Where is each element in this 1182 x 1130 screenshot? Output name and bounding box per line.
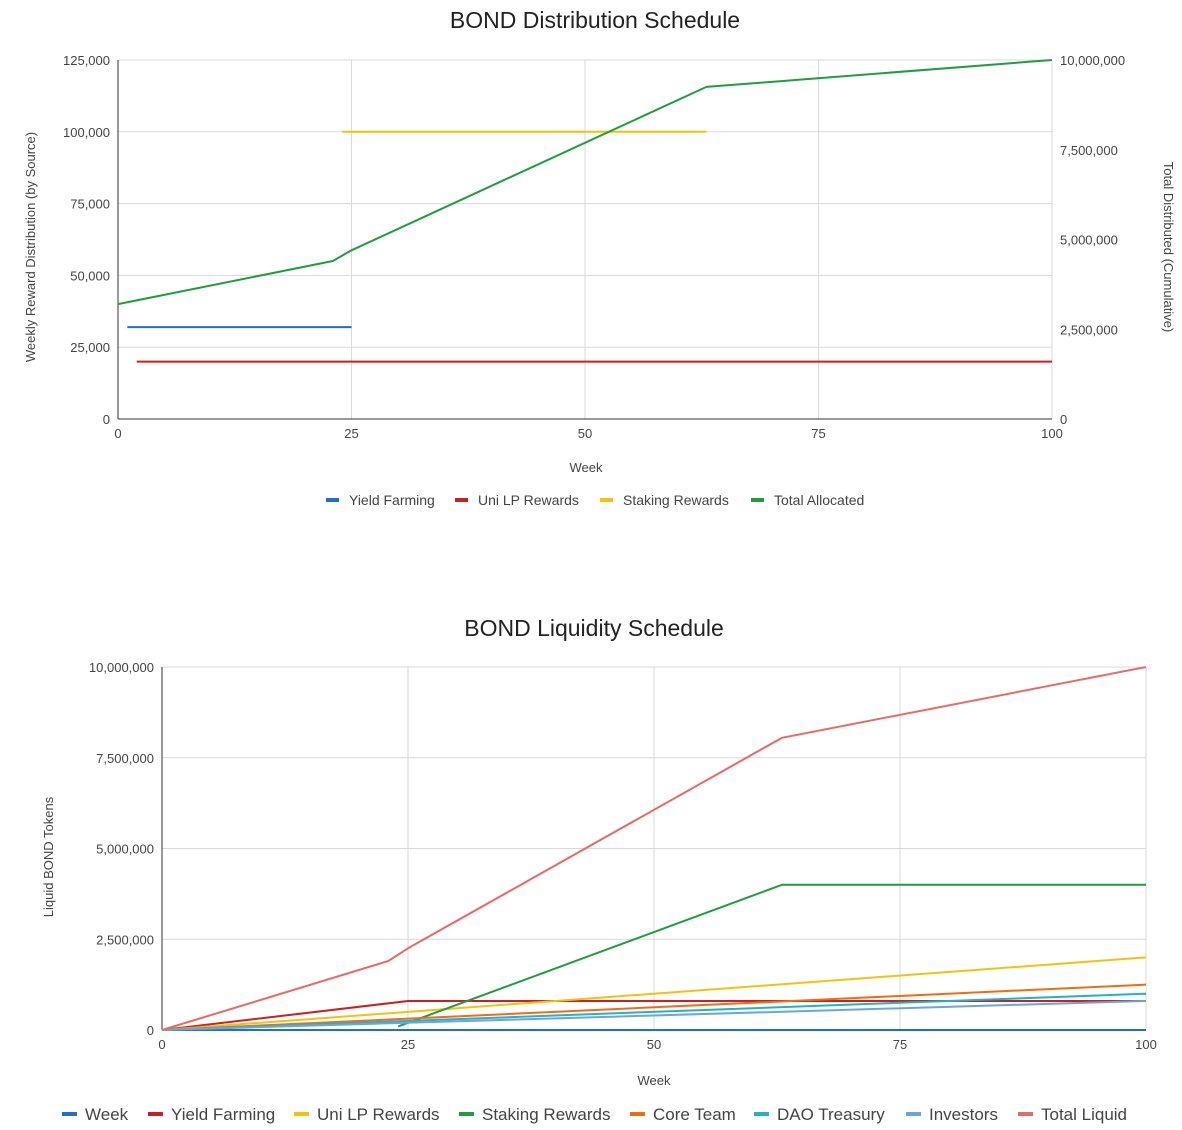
y-axis-title: Weekly Reward Distribution (by Source) bbox=[23, 132, 38, 362]
legend-label: Total Allocated bbox=[774, 492, 864, 508]
chart-title: BOND Liquidity Schedule bbox=[464, 615, 724, 641]
legend-label: Investors bbox=[929, 1105, 998, 1124]
legend-swatch bbox=[1018, 1112, 1033, 1116]
x-tick-label: 75 bbox=[893, 1037, 907, 1052]
y-tick-label: 125,000 bbox=[63, 53, 110, 68]
legend-label: Uni LP Rewards bbox=[478, 492, 579, 508]
legend-swatch bbox=[754, 1112, 769, 1116]
legend-swatch bbox=[906, 1112, 921, 1116]
x-tick-label: 75 bbox=[811, 426, 825, 441]
chart-title: BOND Distribution Schedule bbox=[450, 7, 740, 33]
legend-label: Staking Rewards bbox=[482, 1105, 611, 1124]
y-tick-label: 5,000,000 bbox=[96, 842, 154, 857]
y-tick-label: 0 bbox=[147, 1023, 154, 1038]
y-right-tick-label: 7,500,000 bbox=[1060, 143, 1118, 158]
x-tick-label: 25 bbox=[401, 1037, 415, 1052]
x-tick-label: 100 bbox=[1041, 426, 1063, 441]
legend-swatch bbox=[751, 498, 764, 502]
legend-swatch bbox=[62, 1112, 77, 1116]
legend-swatch bbox=[459, 1112, 474, 1116]
legend-label: Yield Farming bbox=[349, 492, 435, 508]
y-axis-title: Liquid BOND Tokens bbox=[41, 796, 56, 917]
x-axis-title: Week bbox=[570, 460, 603, 475]
x-tick-label: 25 bbox=[344, 426, 358, 441]
legend-swatch bbox=[455, 498, 468, 502]
legend-label: Uni LP Rewards bbox=[317, 1105, 440, 1124]
y-tick-label: 50,000 bbox=[70, 268, 110, 283]
y-right-tick-label: 2,500,000 bbox=[1060, 322, 1118, 337]
y-right-tick-label: 10,000,000 bbox=[1060, 53, 1125, 68]
y-right-tick-label: 5,000,000 bbox=[1060, 233, 1118, 248]
legend-label: Week bbox=[85, 1105, 129, 1124]
y-tick-label: 25,000 bbox=[70, 340, 110, 355]
x-tick-label: 0 bbox=[114, 426, 121, 441]
x-tick-label: 50 bbox=[578, 426, 592, 441]
legend-swatch bbox=[294, 1112, 309, 1116]
series-line-yield-farming bbox=[161, 1000, 1146, 1031]
legend-swatch bbox=[630, 1112, 645, 1116]
y-right-axis-title: Total Distributed (Cumulative) bbox=[1161, 162, 1176, 333]
y-tick-label: 100,000 bbox=[63, 125, 110, 140]
legend-label: Staking Rewards bbox=[623, 492, 729, 508]
liquidity-chart: BOND Liquidity Schedule 0 25 50 75 100 0 2,500,… bbox=[41, 615, 1157, 1124]
y-right-tick-label: 0 bbox=[1060, 412, 1067, 427]
y-tick-label: 75,000 bbox=[70, 197, 110, 212]
series-line-investors bbox=[161, 1000, 1147, 1031]
series-line-total-allocated bbox=[117, 59, 1053, 306]
legend-label: Yield Farming bbox=[171, 1105, 275, 1124]
legend-label: DAO Treasury bbox=[777, 1105, 885, 1124]
series-line-core-team bbox=[161, 983, 1147, 1031]
series-line-dao-treasury bbox=[161, 992, 1147, 1031]
legend-swatch bbox=[326, 498, 339, 502]
legend-swatch bbox=[600, 498, 613, 502]
y-tick-label: 10,000,000 bbox=[89, 660, 154, 675]
y-tick-label: 0 bbox=[103, 412, 110, 427]
legend-swatch bbox=[148, 1112, 163, 1116]
x-tick-label: 50 bbox=[647, 1037, 661, 1052]
legend-label: Total Liquid bbox=[1041, 1105, 1127, 1124]
x-tick-label: 0 bbox=[158, 1037, 165, 1052]
x-axis-title: Week bbox=[638, 1073, 671, 1088]
series-line-uni-lp-rewards bbox=[161, 956, 1147, 1031]
series-line-staking-rewards bbox=[397, 883, 1146, 1028]
y-tick-label: 2,500,000 bbox=[96, 932, 154, 947]
x-tick-label: 100 bbox=[1135, 1037, 1157, 1052]
y-tick-label: 7,500,000 bbox=[96, 751, 154, 766]
legend-label: Core Team bbox=[653, 1105, 736, 1124]
series-line-total-liquid bbox=[161, 666, 1147, 1031]
